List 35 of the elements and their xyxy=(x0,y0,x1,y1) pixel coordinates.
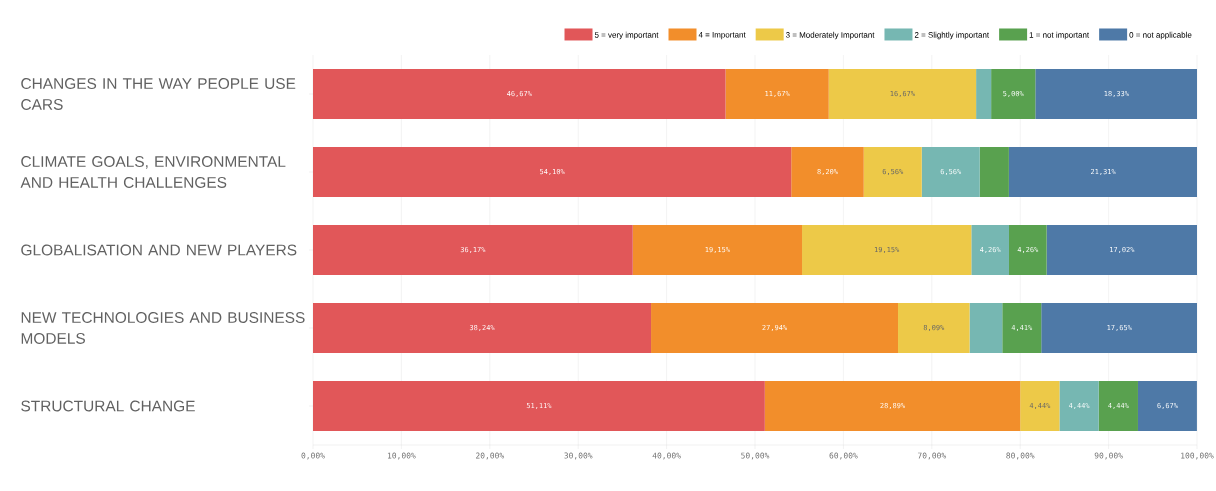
bar xyxy=(1002,303,1042,353)
y-tick-label: STRUCTURAL CHANGE xyxy=(21,400,195,412)
bar xyxy=(863,147,922,197)
bar xyxy=(313,303,652,353)
bar xyxy=(725,69,829,119)
bar xyxy=(791,147,864,197)
bar xyxy=(313,225,633,275)
bar xyxy=(1098,381,1138,431)
bar xyxy=(1046,225,1198,275)
y-tick-label: GLOBALISATION AND NEW PLAYERS xyxy=(21,244,297,256)
bar xyxy=(1008,147,1198,197)
bar xyxy=(313,381,765,431)
bar xyxy=(1020,381,1060,431)
bar xyxy=(828,69,977,119)
y-tick-label: CHANGES IN THE WAY PEOPLE USE CARS xyxy=(21,78,296,110)
y-tick-label: NEW TECHNOLOGIES AND BUSINESS MODELS xyxy=(21,312,305,344)
bar xyxy=(651,303,899,353)
bar xyxy=(969,303,1003,353)
bar xyxy=(921,147,980,197)
bar xyxy=(898,303,970,353)
bar xyxy=(976,69,992,119)
bar xyxy=(991,69,1036,119)
bar xyxy=(1059,381,1099,431)
bar xyxy=(1035,69,1198,119)
bar xyxy=(313,69,726,119)
bar xyxy=(979,147,1009,197)
bar xyxy=(632,225,803,275)
bar xyxy=(1137,381,1197,431)
bar xyxy=(1008,225,1047,275)
bar xyxy=(1041,303,1198,353)
bar xyxy=(313,147,792,197)
bar xyxy=(764,381,1021,431)
bar xyxy=(802,225,972,275)
bar xyxy=(971,225,1009,275)
y-tick-label: CLIMATE GOALS, ENVIRONMENTAL AND HEALTH CHALLENGES xyxy=(20,156,286,188)
